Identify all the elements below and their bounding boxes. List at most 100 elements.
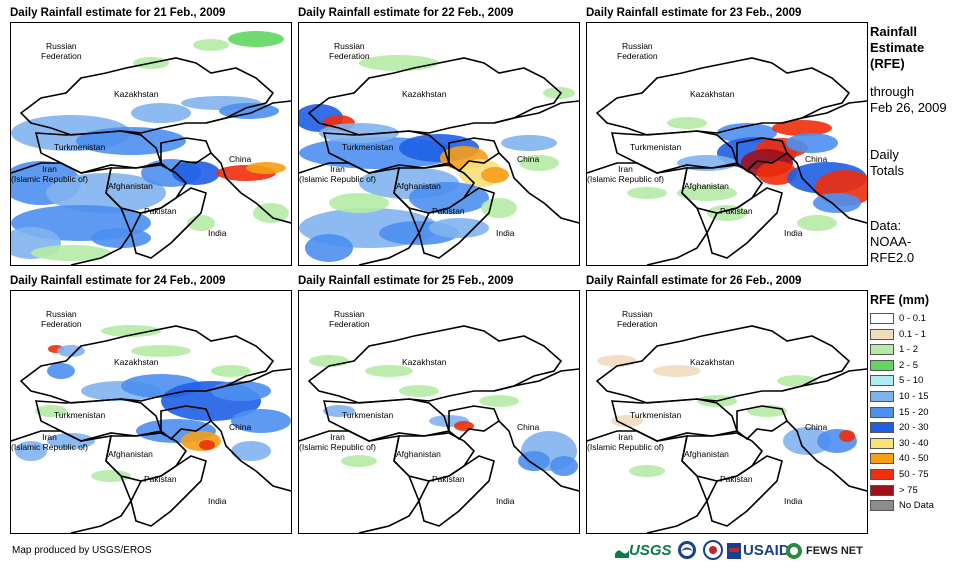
legend-swatch bbox=[870, 453, 894, 465]
country-border bbox=[130, 187, 207, 259]
legend-swatch bbox=[870, 328, 894, 340]
rainfall-area bbox=[653, 365, 701, 377]
map-graphic bbox=[299, 291, 579, 533]
legend-title: RFE (mm) bbox=[870, 293, 930, 307]
legend-swatch bbox=[870, 344, 894, 356]
rainfall-area bbox=[172, 161, 220, 185]
map-graphic bbox=[587, 291, 867, 533]
rainfall-map: Russian Federation Kazakhstan Turkmenistan… bbox=[298, 290, 580, 534]
legend-label: 5 - 10 bbox=[899, 375, 924, 387]
map-label-kazakhstan: Kazakhstan bbox=[114, 357, 159, 367]
map-label-russia: Russian Federation bbox=[41, 41, 82, 61]
panel-title: Daily Rainfall estimate for 21 Feb., 200… bbox=[10, 7, 226, 19]
country-border bbox=[736, 405, 788, 441]
rainfall-map: Russian Federation Kazakhstan Turkmenistan… bbox=[298, 22, 580, 266]
rainfall-area bbox=[543, 87, 575, 99]
map-label-turkmenistan: Turkmenistan bbox=[54, 142, 106, 152]
panel-title: Daily Rainfall estimate for 25 Feb., 200… bbox=[298, 275, 514, 287]
map-label-russia: Russian Federation bbox=[329, 309, 370, 329]
legend-swatch bbox=[870, 375, 894, 387]
map-graphic bbox=[11, 23, 291, 265]
country-border bbox=[160, 405, 212, 441]
map-label-pakistan: Pakistan bbox=[432, 206, 465, 216]
rainfall-area bbox=[501, 135, 557, 151]
legend-label: 2 - 5 bbox=[899, 359, 919, 371]
country-border bbox=[205, 368, 291, 492]
map-label-china: China bbox=[805, 422, 828, 432]
map-label-iran: Iran (Islamic Republic of) bbox=[299, 432, 376, 452]
map-label-afghanistan: Afghanistan bbox=[684, 449, 729, 459]
map-panel-feb24: Daily Rainfall estimate for 24 Feb., 200… bbox=[10, 274, 292, 534]
map-label-iran: Iran (Islamic Republic of) bbox=[11, 164, 88, 184]
map-label-afghanistan: Afghanistan bbox=[108, 181, 153, 191]
map-label-iran: Iran (Islamic Republic of) bbox=[11, 432, 88, 452]
rainfall-area bbox=[481, 167, 509, 183]
map-label-china: China bbox=[517, 154, 540, 164]
country-border bbox=[781, 368, 867, 492]
map-label-india: India bbox=[784, 496, 803, 506]
rainfall-area bbox=[211, 381, 271, 401]
panel-title: Daily Rainfall estimate for 23 Feb., 200… bbox=[586, 7, 802, 19]
legend-swatch bbox=[870, 500, 894, 512]
rainfall-area bbox=[707, 205, 747, 221]
map-label-china: China bbox=[517, 422, 540, 432]
map-label-pakistan: Pakistan bbox=[144, 474, 177, 484]
map-label-afghanistan: Afghanistan bbox=[396, 449, 441, 459]
legend-label: 15 - 20 bbox=[899, 406, 929, 418]
rainfall-area bbox=[772, 120, 832, 136]
usgs-logo: USGS bbox=[615, 540, 673, 562]
country-border bbox=[205, 100, 291, 224]
panel-title: Daily Rainfall estimate for 22 Feb., 200… bbox=[298, 7, 514, 19]
legend-label: > 75 bbox=[899, 484, 918, 496]
country-border bbox=[130, 455, 207, 527]
map-panel-feb22: Daily Rainfall estimate for 22 Feb., 200… bbox=[298, 6, 580, 266]
legend-label: 10 - 15 bbox=[899, 390, 929, 402]
rainfall-area bbox=[323, 405, 355, 417]
country-border bbox=[706, 187, 783, 259]
credit-text: Map produced by USGS/EROS bbox=[12, 545, 152, 556]
map-label-pakistan: Pakistan bbox=[720, 206, 753, 216]
legend-swatch bbox=[870, 422, 894, 434]
country-border bbox=[11, 162, 132, 265]
rainfall-area bbox=[91, 228, 151, 248]
rainfall-area bbox=[786, 133, 838, 153]
legend-label: 0 - 0.1 bbox=[899, 313, 926, 324]
map-label-iran: Iran (Islamic Republic of) bbox=[299, 164, 376, 184]
map-label-china: China bbox=[805, 154, 828, 164]
rainfall-area bbox=[518, 451, 550, 471]
country-border bbox=[706, 455, 783, 527]
rainfall-map: Russian Federation Kazakhstan Turkmenistan… bbox=[586, 22, 868, 266]
rainfall-area bbox=[231, 409, 291, 433]
map-label-russia: Russian Federation bbox=[329, 41, 370, 61]
legend-swatch bbox=[870, 406, 894, 418]
country-border bbox=[299, 430, 420, 533]
rainfall-area bbox=[76, 127, 186, 155]
map-label-india: India bbox=[208, 496, 227, 506]
map-label-india: India bbox=[784, 228, 803, 238]
map-label-iran: Iran (Islamic Republic of) bbox=[587, 164, 664, 184]
map-label-kazakhstan: Kazakhstan bbox=[690, 89, 735, 99]
legend-swatch bbox=[870, 313, 894, 324]
country-border bbox=[299, 162, 420, 265]
rainfall-area bbox=[550, 456, 578, 476]
rainfall-area bbox=[131, 345, 191, 357]
map-panel-feb23: Daily Rainfall estimate for 23 Feb., 200… bbox=[586, 6, 868, 266]
rainfall-area bbox=[481, 198, 517, 218]
usaid-logo: USAID bbox=[727, 540, 799, 562]
rainfall-area bbox=[399, 385, 439, 397]
map-graphic bbox=[11, 291, 291, 533]
map-label-kazakhstan: Kazakhstan bbox=[402, 89, 447, 99]
legend-label: 30 - 40 bbox=[899, 437, 929, 449]
country-border bbox=[493, 100, 579, 224]
country-border bbox=[587, 162, 708, 265]
side-title: Rainfall Estimate (RFE) bbox=[870, 24, 925, 71]
rainfall-area bbox=[35, 405, 67, 417]
map-label-india: India bbox=[496, 496, 515, 506]
rainfall-area bbox=[341, 455, 377, 467]
fewsnet-logo: FEWS NET bbox=[785, 540, 865, 562]
rainfall-area bbox=[329, 193, 389, 213]
map-label-turkmenistan: Turkmenistan bbox=[342, 142, 394, 152]
map-label-pakistan: Pakistan bbox=[432, 474, 465, 484]
rainfall-area bbox=[519, 155, 559, 171]
rainfall-area bbox=[839, 430, 855, 442]
